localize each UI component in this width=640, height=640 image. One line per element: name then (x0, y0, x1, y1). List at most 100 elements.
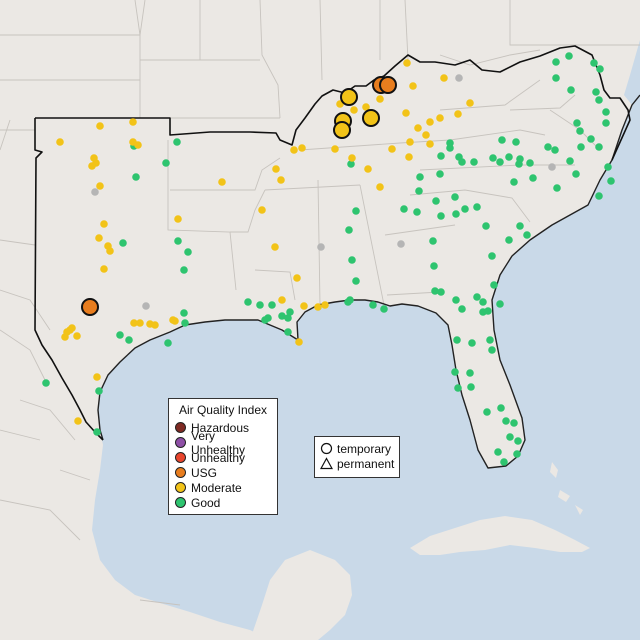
moderate-monitor-marker[interactable] (403, 59, 411, 67)
good-monitor-marker[interactable] (488, 346, 496, 354)
good-monitor-marker[interactable] (516, 155, 524, 163)
moderate-monitor-marker[interactable] (218, 178, 226, 186)
good-monitor-marker[interactable] (116, 331, 124, 339)
good-monitor-marker[interactable] (369, 301, 377, 309)
good-monitor-marker[interactable] (552, 58, 560, 66)
good-monitor-marker[interactable] (590, 59, 598, 67)
moderate-monitor-marker[interactable] (314, 303, 322, 311)
good-monitor-marker[interactable] (473, 203, 481, 211)
good-monitor-marker[interactable] (510, 178, 518, 186)
moderate-monitor-marker[interactable] (436, 114, 444, 122)
good-monitor-marker[interactable] (400, 205, 408, 213)
good-monitor-marker[interactable] (119, 239, 127, 247)
good-monitor-marker[interactable] (437, 212, 445, 220)
moderate-monitor-marker[interactable] (136, 319, 144, 327)
moderate-monitor-marker[interactable] (295, 338, 303, 346)
moderate-monitor-marker[interactable] (293, 274, 301, 282)
good-monitor-marker[interactable] (180, 266, 188, 274)
good-monitor-marker[interactable] (244, 298, 252, 306)
good-monitor-marker[interactable] (573, 119, 581, 127)
moderate-monitor-marker[interactable] (300, 302, 308, 310)
moderate-monitor-marker[interactable] (376, 95, 384, 103)
moderate-temporary-monitor-marker[interactable] (340, 88, 358, 106)
moderate-monitor-marker[interactable] (272, 165, 280, 173)
good-monitor-marker[interactable] (496, 158, 504, 166)
good-monitor-marker[interactable] (604, 163, 612, 171)
good-monitor-marker[interactable] (446, 139, 454, 147)
moderate-monitor-marker[interactable] (88, 162, 96, 170)
moderate-monitor-marker[interactable] (74, 417, 82, 425)
moderate-monitor-marker[interactable] (298, 144, 306, 152)
good-monitor-marker[interactable] (565, 52, 573, 60)
good-monitor-marker[interactable] (497, 404, 505, 412)
no-data-monitor-marker[interactable] (317, 243, 325, 251)
good-monitor-marker[interactable] (174, 237, 182, 245)
good-monitor-marker[interactable] (180, 309, 188, 317)
good-monitor-marker[interactable] (173, 138, 181, 146)
good-monitor-marker[interactable] (432, 197, 440, 205)
moderate-monitor-marker[interactable] (388, 145, 396, 153)
moderate-monitor-marker[interactable] (426, 118, 434, 126)
good-monitor-marker[interactable] (284, 314, 292, 322)
good-monitor-marker[interactable] (467, 383, 475, 391)
good-monitor-marker[interactable] (430, 262, 438, 270)
good-monitor-marker[interactable] (284, 328, 292, 336)
good-monitor-marker[interactable] (486, 336, 494, 344)
good-monitor-marker[interactable] (352, 277, 360, 285)
moderate-monitor-marker[interactable] (61, 333, 69, 341)
good-monitor-marker[interactable] (505, 236, 513, 244)
good-monitor-marker[interactable] (380, 305, 388, 313)
moderate-monitor-marker[interactable] (405, 153, 413, 161)
moderate-temporary-monitor-marker[interactable] (362, 109, 380, 127)
good-monitor-marker[interactable] (496, 300, 504, 308)
moderate-monitor-marker[interactable] (73, 332, 81, 340)
good-monitor-marker[interactable] (437, 152, 445, 160)
moderate-monitor-marker[interactable] (414, 124, 422, 132)
moderate-monitor-marker[interactable] (362, 103, 370, 111)
moderate-monitor-marker[interactable] (151, 321, 159, 329)
moderate-monitor-marker[interactable] (350, 106, 358, 114)
moderate-monitor-marker[interactable] (466, 99, 474, 107)
moderate-monitor-marker[interactable] (129, 118, 137, 126)
moderate-monitor-marker[interactable] (277, 176, 285, 184)
moderate-monitor-marker[interactable] (134, 141, 142, 149)
good-monitor-marker[interactable] (452, 210, 460, 218)
moderate-monitor-marker[interactable] (376, 183, 384, 191)
moderate-monitor-marker[interactable] (406, 138, 414, 146)
good-monitor-marker[interactable] (184, 248, 192, 256)
good-monitor-marker[interactable] (510, 419, 518, 427)
good-monitor-marker[interactable] (567, 86, 575, 94)
good-monitor-marker[interactable] (429, 237, 437, 245)
moderate-monitor-marker[interactable] (348, 154, 356, 162)
good-monitor-marker[interactable] (458, 305, 466, 313)
moderate-monitor-marker[interactable] (426, 140, 434, 148)
good-monitor-marker[interactable] (483, 408, 491, 416)
good-monitor-marker[interactable] (490, 281, 498, 289)
good-monitor-marker[interactable] (576, 127, 584, 135)
good-monitor-marker[interactable] (602, 119, 610, 127)
good-monitor-marker[interactable] (278, 312, 286, 320)
moderate-monitor-marker[interactable] (409, 82, 417, 90)
moderate-monitor-marker[interactable] (95, 234, 103, 242)
good-monitor-marker[interactable] (607, 177, 615, 185)
moderate-monitor-marker[interactable] (96, 182, 104, 190)
good-monitor-marker[interactable] (513, 450, 521, 458)
usg-temporary-monitor-marker[interactable] (81, 298, 99, 316)
good-monitor-marker[interactable] (454, 384, 462, 392)
moderate-monitor-marker[interactable] (290, 146, 298, 154)
good-monitor-marker[interactable] (352, 207, 360, 215)
good-monitor-marker[interactable] (451, 368, 459, 376)
good-monitor-marker[interactable] (489, 154, 497, 162)
good-monitor-marker[interactable] (437, 288, 445, 296)
good-monitor-marker[interactable] (587, 135, 595, 143)
good-monitor-marker[interactable] (506, 433, 514, 441)
moderate-monitor-marker[interactable] (100, 265, 108, 273)
moderate-monitor-marker[interactable] (174, 215, 182, 223)
moderate-monitor-marker[interactable] (130, 319, 138, 327)
moderate-monitor-marker[interactable] (321, 301, 329, 309)
moderate-monitor-marker[interactable] (56, 138, 64, 146)
moderate-monitor-marker[interactable] (402, 109, 410, 117)
moderate-monitor-marker[interactable] (331, 145, 339, 153)
good-monitor-marker[interactable] (451, 193, 459, 201)
